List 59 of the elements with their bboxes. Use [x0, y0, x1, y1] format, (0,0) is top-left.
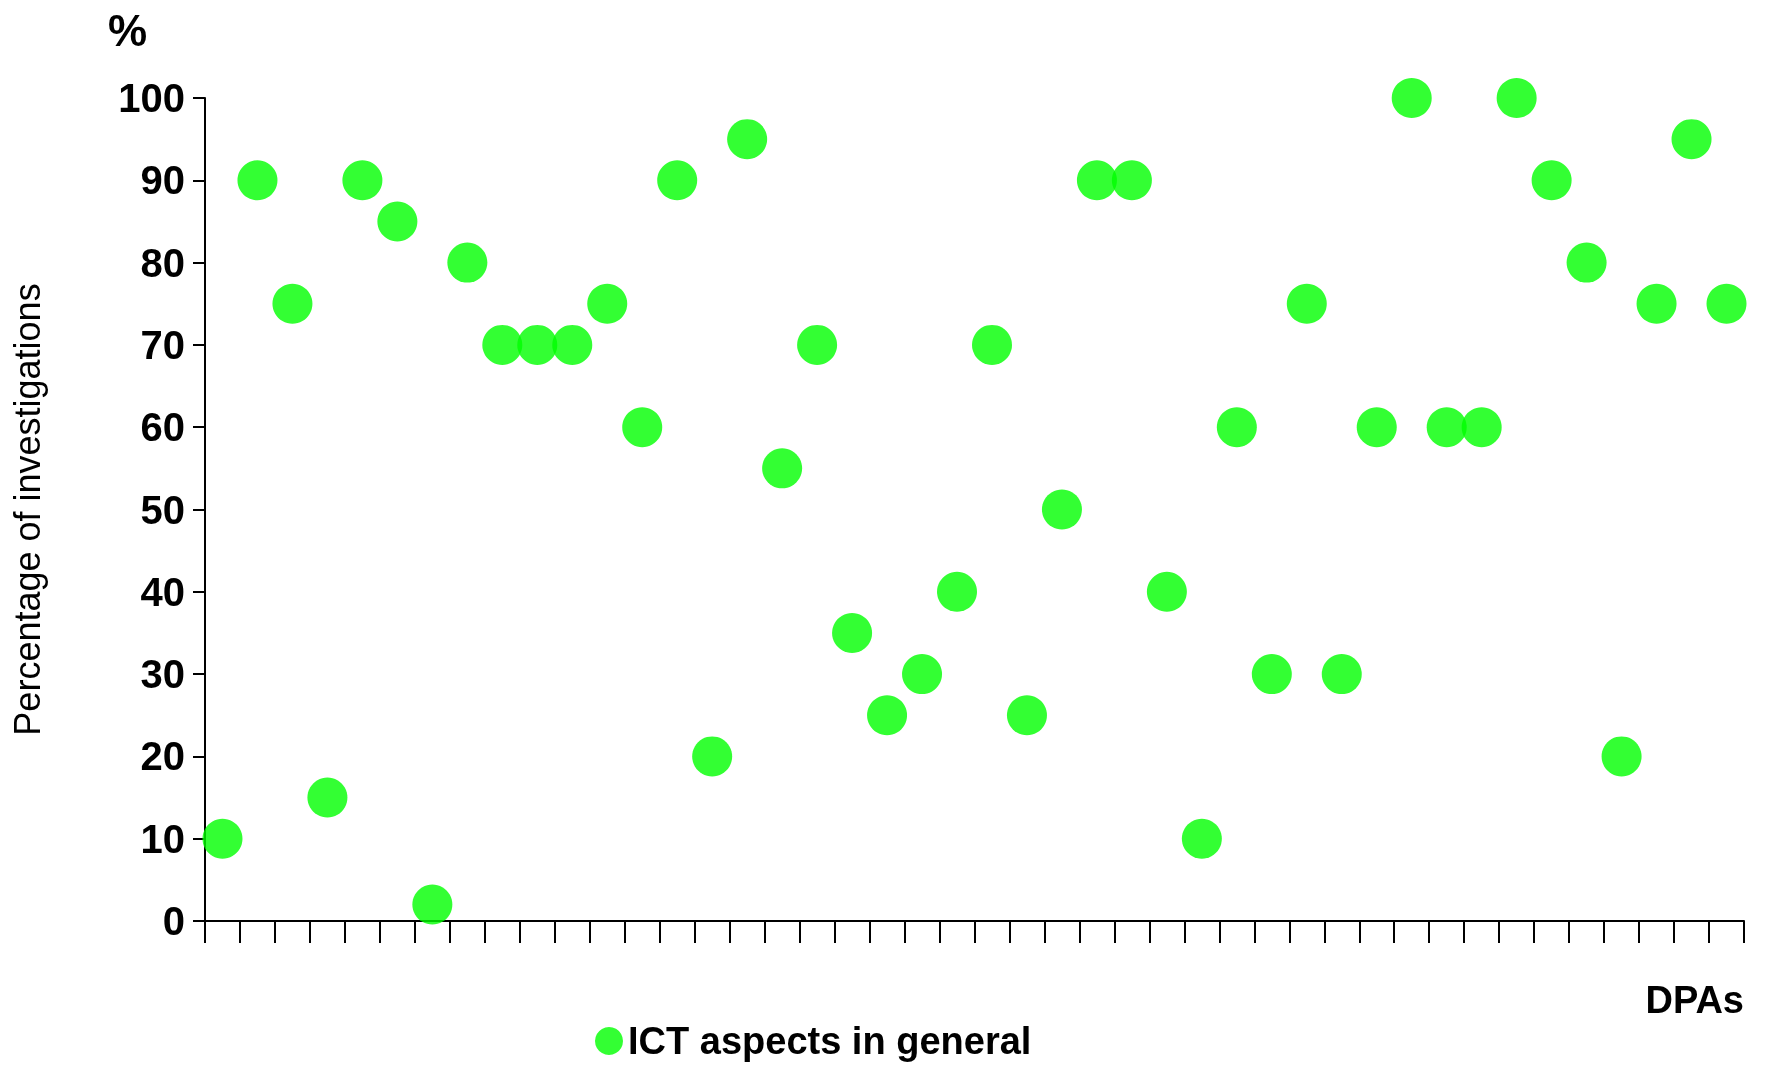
point — [762, 448, 803, 489]
point — [1706, 283, 1747, 324]
point — [272, 283, 313, 324]
point — [552, 324, 593, 365]
point — [202, 818, 243, 859]
point — [1636, 283, 1677, 324]
point — [1461, 407, 1502, 448]
point — [1181, 818, 1222, 859]
point — [447, 242, 488, 283]
x-axis-title: DPAs — [1645, 979, 1744, 1021]
point — [377, 201, 418, 242]
point — [237, 160, 278, 201]
point — [1041, 489, 1082, 530]
point — [1286, 283, 1327, 324]
y-tick-label: 20 — [140, 734, 185, 779]
point — [867, 695, 908, 736]
point — [1076, 160, 1117, 201]
point — [1566, 242, 1607, 283]
point — [937, 571, 978, 612]
point — [1671, 119, 1712, 160]
point — [517, 324, 558, 365]
y-tick-label: 90 — [140, 158, 185, 203]
point — [587, 283, 628, 324]
point — [342, 160, 383, 201]
point — [1426, 407, 1467, 448]
point — [1496, 78, 1537, 118]
point — [1531, 160, 1572, 201]
point — [692, 736, 733, 777]
point — [1146, 571, 1187, 612]
point — [1391, 78, 1432, 118]
text: % — [108, 5, 148, 55]
y-tick-label: 100 — [118, 76, 185, 120]
point — [797, 324, 838, 365]
y-tick-label: 60 — [140, 405, 185, 450]
point — [1007, 695, 1047, 736]
point — [832, 612, 873, 653]
y-tick-label: 0 — [162, 899, 185, 943]
point — [482, 324, 523, 365]
y-tick-label: 10 — [140, 816, 185, 861]
point — [1111, 160, 1152, 201]
point — [657, 160, 698, 201]
point — [1216, 407, 1257, 448]
point — [727, 119, 768, 160]
y-tick-label: 40 — [140, 569, 185, 614]
y-tick-label: 30 — [140, 652, 185, 697]
point — [902, 654, 943, 695]
point — [307, 777, 348, 818]
y-axis-title: Percentage of investigations — [6, 283, 48, 736]
point — [412, 884, 453, 925]
point — [972, 324, 1012, 365]
point — [1356, 407, 1397, 448]
y-tick-label: 50 — [140, 487, 185, 532]
point — [622, 407, 663, 448]
point — [1321, 654, 1362, 695]
point — [1601, 736, 1642, 777]
point — [1251, 654, 1292, 695]
y-tick-label: 80 — [140, 240, 185, 285]
y-tick-label: 70 — [140, 322, 185, 367]
legend-label: ICT aspects in general — [628, 1020, 1032, 1062]
